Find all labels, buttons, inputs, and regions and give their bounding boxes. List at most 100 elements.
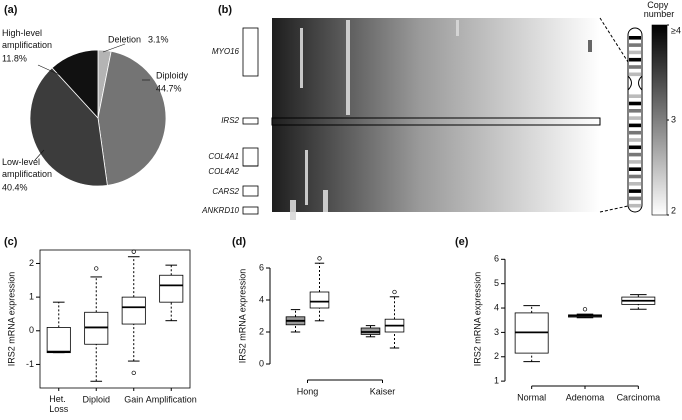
panel-label: (a) (4, 4, 18, 16)
y-tick-label: 2 (494, 351, 499, 361)
gene-label: CARS2 (212, 187, 239, 196)
chromosome-band (629, 138, 641, 142)
y-tick-label: 6 (259, 262, 264, 272)
box (159, 274, 184, 303)
slice-value: 11.8% (2, 53, 27, 63)
x-tick-label: Carcinoma (617, 392, 661, 402)
y-tick-label: 5 (494, 278, 499, 288)
box (46, 327, 71, 354)
outlier (582, 307, 588, 312)
y-tick-label: 3 (494, 327, 499, 337)
y-axis-label: IRS2 mRNA expression (472, 272, 482, 367)
y-tick-label: 1 (494, 376, 499, 386)
panel-label: (d) (232, 236, 246, 248)
irs2-row (271, 117, 601, 126)
gene-box (242, 206, 259, 215)
colorbar-tick-label: 3 (671, 114, 676, 124)
outlier (317, 256, 322, 261)
slice-value: 40.4% (2, 182, 28, 192)
chromosome-band (629, 101, 641, 106)
chromosome-band (629, 174, 641, 179)
box (121, 296, 146, 325)
y-tick-label: 2 (29, 258, 34, 268)
slice-label: Diploidy (156, 70, 189, 80)
y-tick-label: 0 (29, 325, 34, 335)
heatmap-streak (300, 28, 303, 88)
chromosome-band (629, 203, 641, 208)
chromosome-band (629, 50, 641, 55)
pie-slice (29, 67, 108, 187)
zoom-line (599, 17, 629, 63)
plot-frame (39, 249, 191, 389)
x-tick-label: Gain (124, 394, 143, 404)
y-tick-label: 1 (29, 291, 34, 301)
y-axis-label: IRS2 mRNA expression (237, 269, 247, 364)
outlier (131, 249, 136, 254)
heatmap-streak (323, 190, 328, 212)
y-tick-label: 4 (259, 294, 264, 304)
chromosome-band (629, 130, 641, 135)
chromosome-band (629, 160, 641, 164)
slice-value: 44.7% (156, 83, 182, 93)
colorbar (651, 24, 668, 216)
x-tick-label: Normal (517, 392, 546, 402)
gene-label: MYO16 (212, 47, 240, 56)
chromosome-band (629, 167, 641, 171)
outlier (94, 266, 99, 271)
slice-label: Deletion (108, 34, 141, 44)
heatmap-streak (456, 20, 459, 36)
y-tick-label: 0 (259, 358, 264, 368)
chromosome-band (629, 43, 641, 47)
x-tick-label: Adenoma (566, 392, 605, 402)
centromere (627, 75, 643, 91)
x-tick-label: Diploid (82, 394, 110, 404)
gene-label: COL4A2 (208, 167, 239, 176)
leader-line (37, 64, 61, 76)
chromosome-band (629, 109, 641, 113)
colorbar-title: Copy number (644, 0, 675, 19)
x-tick-label: Kaiser (370, 386, 396, 396)
outlier (392, 289, 397, 295)
chromosome-band (629, 65, 641, 69)
x-tick-label: Hong (297, 386, 319, 396)
pie-slice (51, 49, 99, 120)
gene-box (242, 117, 259, 125)
chromosome-band (629, 145, 641, 150)
box (309, 291, 330, 309)
heatmap-streak (290, 200, 296, 220)
gene-box (242, 185, 259, 197)
colorbar-tick-label: 2 (671, 205, 676, 215)
slice-label: High-level amplification (2, 28, 52, 50)
pie-slice (97, 50, 167, 186)
y-tick-label: -1 (26, 359, 34, 369)
y-tick-label: 6 (494, 254, 499, 264)
chromosome-band (629, 72, 641, 77)
chromosome-band (629, 123, 641, 128)
chromosome (627, 27, 643, 213)
chromosome-band (629, 36, 641, 40)
y-axis-label: IRS2 mRNA expression (6, 272, 16, 367)
gene-box (242, 27, 259, 77)
panel-label: (e) (455, 236, 469, 248)
y-tick-label: 4 (494, 302, 499, 312)
chromosome-band (629, 189, 641, 193)
heatmap-streak (588, 40, 592, 52)
leader-line (102, 43, 126, 53)
chromosome-band (629, 182, 641, 186)
slice-label: Low-level amplification (2, 157, 52, 179)
panel-label: (b) (218, 4, 232, 16)
gene-label: COL4A1 (208, 152, 239, 161)
slice-value: 3.1% (148, 34, 169, 44)
chromosome-band (629, 116, 641, 120)
outlier (131, 370, 136, 376)
leader-line (34, 149, 45, 161)
x-tick-label: Amplification (146, 394, 197, 404)
zoom-line (599, 205, 629, 213)
x-tick-label: Het. Loss (49, 394, 69, 414)
panel-label: (c) (4, 236, 18, 248)
gene-box (242, 147, 259, 167)
y-tick-label: 2 (259, 326, 264, 336)
heatmap-streak (305, 150, 308, 205)
chromosome-band (629, 196, 641, 201)
